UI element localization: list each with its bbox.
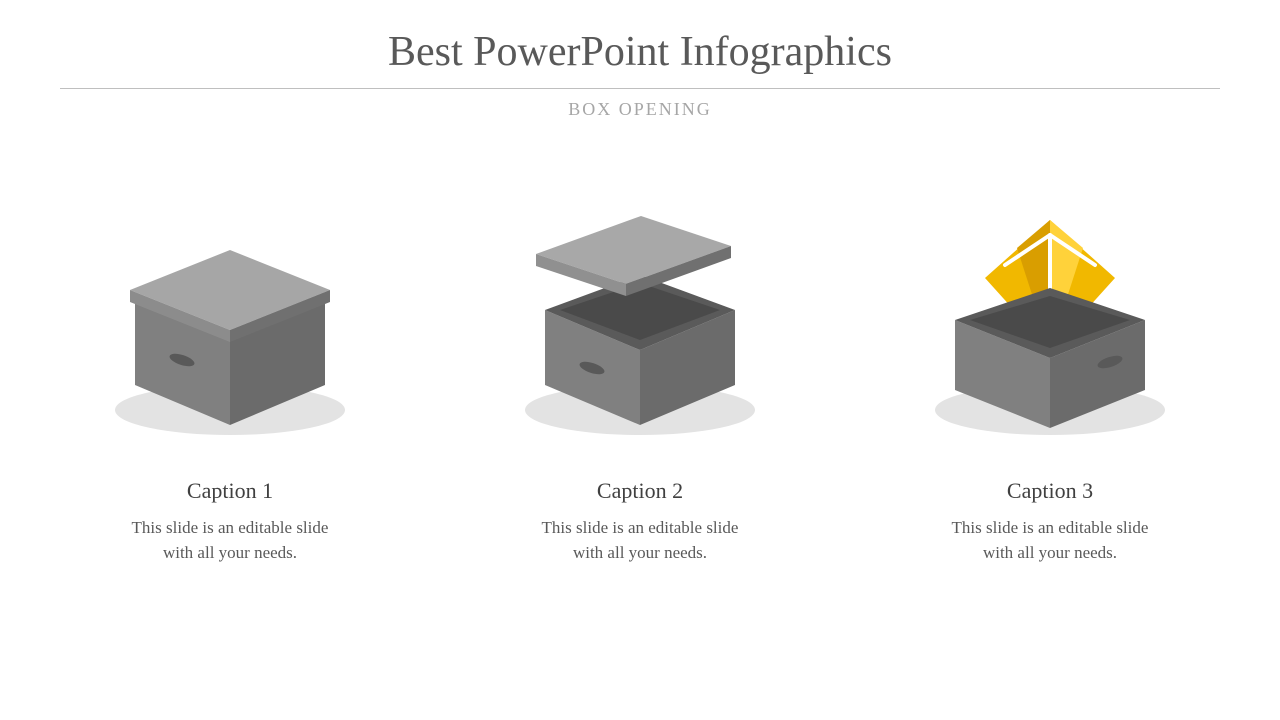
caption-3: Caption 3 (1007, 478, 1093, 504)
caption-2: Caption 2 (597, 478, 683, 504)
box-opening-icon (490, 190, 790, 450)
box-closed-icon (80, 190, 380, 450)
body-2: This slide is an editable slide with all… (535, 516, 745, 565)
box-cell-3: Caption 3 This slide is an editable slid… (900, 190, 1200, 565)
body-3: This slide is an editable slide with all… (945, 516, 1155, 565)
page-subtitle: BOX OPENING (0, 99, 1280, 120)
box-cell-1: Caption 1 This slide is an editable slid… (80, 190, 380, 565)
divider (60, 88, 1220, 89)
caption-1: Caption 1 (187, 478, 273, 504)
body-1: This slide is an editable slide with all… (125, 516, 335, 565)
box-cell-2: Caption 2 This slide is an editable slid… (490, 190, 790, 565)
slide: Best PowerPoint Infographics BOX OPENING (0, 0, 1280, 720)
box-open-gem-icon (900, 190, 1200, 450)
box-row: Caption 1 This slide is an editable slid… (0, 190, 1280, 565)
page-title: Best PowerPoint Infographics (0, 0, 1280, 76)
